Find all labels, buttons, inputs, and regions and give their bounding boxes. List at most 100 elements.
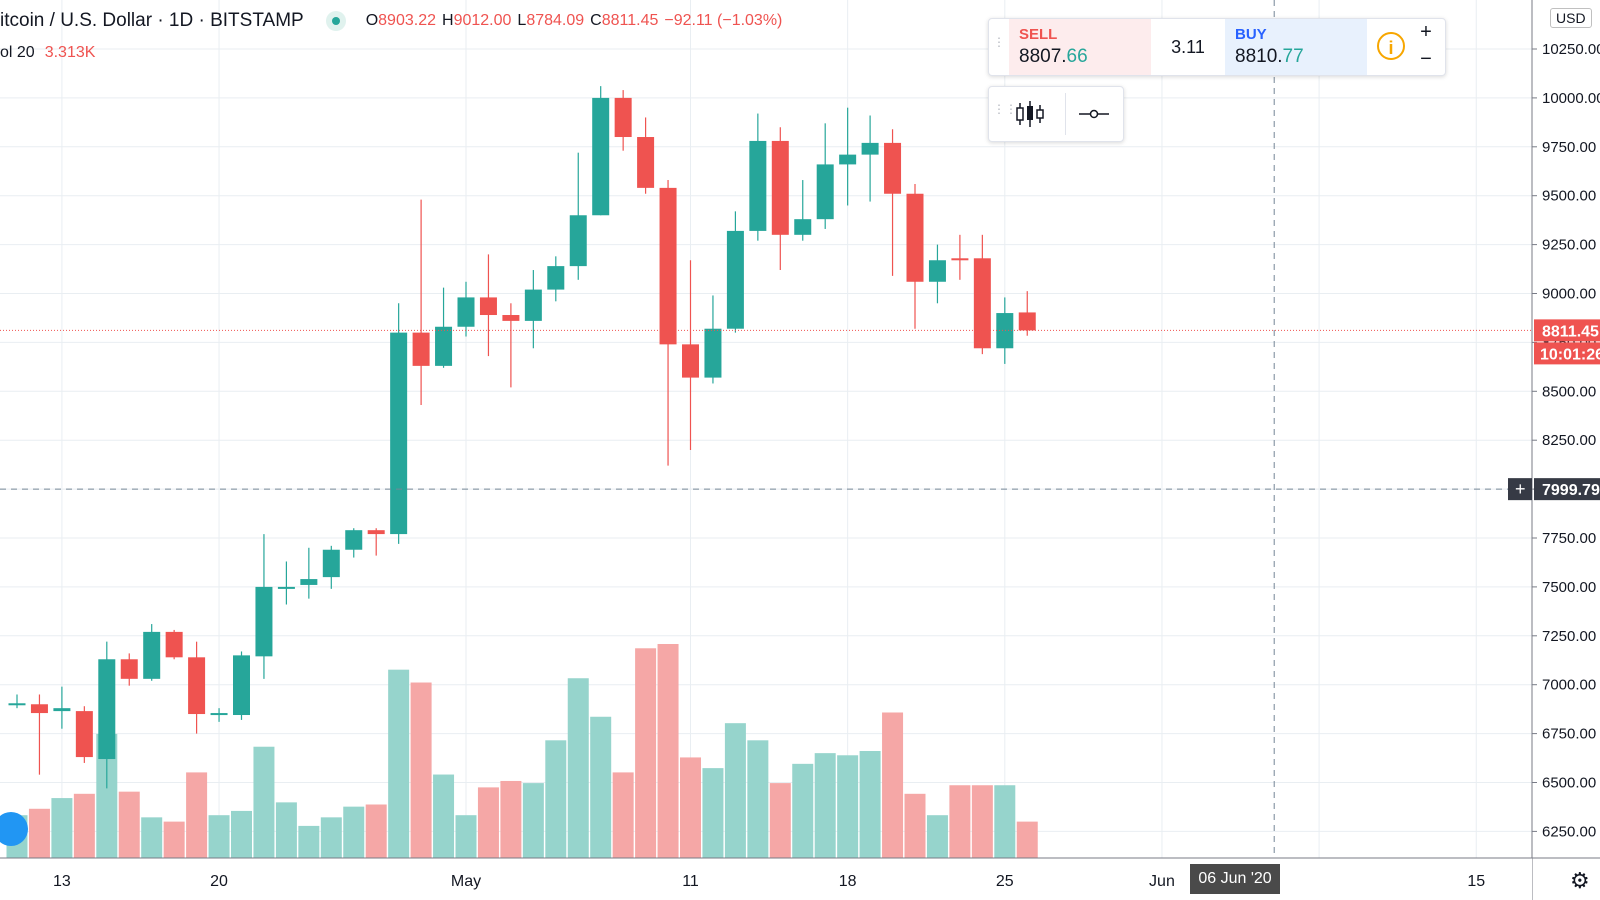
candle — [794, 180, 812, 241]
candle — [592, 86, 610, 216]
candle — [322, 545, 340, 589]
candle-body — [794, 219, 812, 235]
volume-bar — [343, 806, 365, 858]
candle-body — [547, 266, 565, 290]
chart-style-toolbar: ⋮⋮ — [988, 86, 1124, 142]
currency-badge[interactable]: USD — [1550, 8, 1592, 28]
tradingview-logo-icon[interactable] — [0, 812, 28, 846]
volume-bar — [96, 733, 118, 858]
price-tick-label: 10250.00 — [1542, 41, 1600, 58]
candle — [8, 694, 26, 709]
chart-grid — [0, 0, 1532, 858]
candle-body — [457, 297, 475, 327]
volume-bar — [792, 763, 814, 858]
candle — [53, 686, 71, 729]
candle — [614, 90, 632, 151]
candle — [524, 270, 542, 349]
date-tick-label: Jun — [1149, 873, 1175, 890]
volume-bar — [208, 815, 230, 858]
increase-quantity-button[interactable]: + — [1420, 21, 1432, 43]
candle — [771, 127, 789, 271]
buy-button[interactable]: BUY 8810.77 — [1225, 19, 1367, 75]
symbol-title[interactable]: itcoin / U.S. Dollar · 1D · BITSTAMP — [0, 10, 304, 31]
countdown-text: 10:01:26 — [1540, 346, 1600, 363]
price-tick-label: 8250.00 — [1542, 432, 1596, 449]
volume-bars — [6, 644, 1038, 858]
candle — [816, 123, 834, 229]
countdown-tag-bg — [1534, 342, 1600, 365]
volume-bar — [500, 780, 522, 858]
sell-price: 8807.66 — [1019, 46, 1088, 67]
drag-handle-icon[interactable]: ⋮⋮ — [993, 102, 1017, 116]
volume-bar — [545, 740, 567, 858]
date-tick-label: 13 — [53, 873, 71, 890]
candle-body — [839, 154, 857, 165]
candle — [233, 651, 250, 720]
candle — [479, 254, 497, 357]
candle-body — [592, 97, 610, 216]
add-alert-button-bg — [1508, 478, 1532, 501]
candle-body — [996, 313, 1014, 349]
volume-bar — [433, 774, 455, 858]
volume-label: ol 20 — [0, 44, 35, 61]
sell-button[interactable]: SELL 8807.66 — [1009, 19, 1151, 75]
settings-gear-icon[interactable]: ⚙ — [1570, 868, 1590, 893]
candles-icon[interactable] — [1013, 99, 1047, 129]
volume-bar — [567, 678, 589, 858]
price-tick-label: 6750.00 — [1542, 726, 1596, 743]
candle — [255, 534, 273, 679]
sell-label: SELL — [1019, 26, 1058, 43]
decrease-quantity-button[interactable]: − — [1420, 48, 1432, 70]
candle — [704, 295, 722, 384]
info-icon[interactable]: i — [1377, 32, 1405, 60]
candle — [120, 653, 138, 686]
add-alert-plus-icon: + — [1515, 479, 1526, 499]
date-tick-label: 20 — [210, 873, 228, 890]
candle-body — [120, 659, 138, 679]
candle — [928, 244, 946, 304]
volume-bar — [994, 785, 1016, 858]
volume-bar — [635, 648, 657, 858]
candle — [839, 107, 857, 206]
price-tick-label: 7000.00 — [1542, 677, 1596, 694]
low-value: 8784.09 — [526, 12, 585, 29]
volume-bar — [298, 825, 320, 858]
volume-bar — [365, 804, 387, 858]
spread-value: 3.11 — [1171, 37, 1205, 57]
volume-bar — [28, 808, 50, 858]
candle-body — [98, 659, 116, 760]
volume-bar — [522, 783, 544, 858]
volume-bar — [1016, 821, 1038, 858]
last-price-tag-bg — [1534, 319, 1600, 342]
candle-body — [53, 708, 71, 712]
open-label: O — [365, 12, 379, 29]
candle-body — [502, 315, 520, 321]
drag-handle-icon[interactable]: ⋮⋮ — [993, 35, 1016, 49]
candle — [502, 303, 520, 388]
chart-header: itcoin / U.S. Dollar · 1D · BITSTAMP O 89… — [0, 8, 788, 34]
line-tool-icon[interactable] — [1077, 105, 1111, 123]
price-tick-label: 9500.00 — [1542, 188, 1596, 205]
candle-body — [884, 142, 902, 194]
candle — [726, 211, 744, 333]
volume-bar — [186, 772, 208, 858]
time-axis-bg — [0, 858, 1532, 900]
candle-body — [569, 215, 587, 267]
crosshair-date-label: 06 Jun '20 — [1190, 864, 1280, 894]
candle — [682, 260, 699, 450]
candle-body — [345, 530, 363, 550]
volume-bar — [837, 755, 859, 858]
volume-bar — [477, 787, 499, 858]
candle-body — [8, 703, 26, 706]
volume-bar — [141, 817, 163, 858]
candle-body — [188, 657, 206, 715]
open-value: 8903.22 — [378, 12, 436, 29]
candle-body — [75, 711, 93, 758]
candlesticks — [8, 86, 1036, 789]
volume-legend[interactable]: ol 20 3.313K — [0, 44, 95, 62]
crosshair-price-bg — [1534, 478, 1600, 501]
candle-body — [906, 193, 924, 282]
candle — [749, 113, 767, 241]
